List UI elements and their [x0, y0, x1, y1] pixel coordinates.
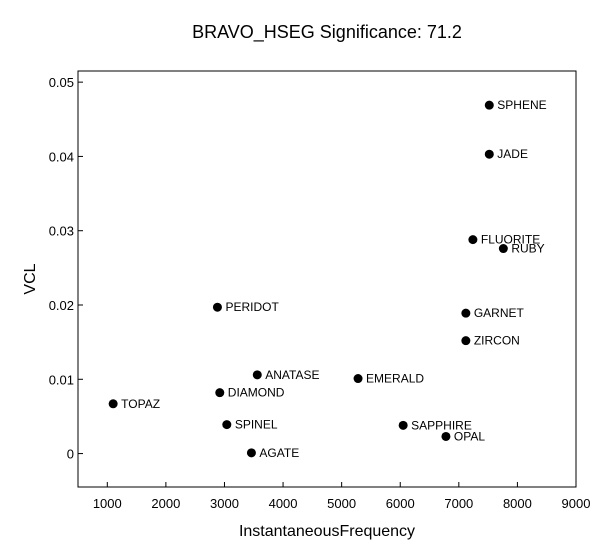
data-point: [398, 420, 408, 430]
plot-frame: [77, 70, 577, 488]
point-label: FLUORITE: [481, 233, 540, 247]
x-axis: 1000 2000 3000 4000 5000 6000 7000 8000 9000: [93, 482, 591, 511]
point-label: TOPAZ: [121, 397, 160, 411]
y-tick-label: 0.02: [49, 298, 74, 313]
x-axis-label: InstantaneousFrequency: [239, 523, 415, 540]
point-label: RUBY: [511, 242, 544, 256]
point-label: AGATE: [259, 446, 299, 460]
data-point: [498, 244, 508, 254]
point-label: PERIDOT: [225, 300, 279, 314]
point-label: EMERALD: [366, 372, 424, 386]
chart-title: BRAVO_HSEG Significance: 71.2: [192, 22, 462, 43]
data-point: [484, 149, 494, 159]
point-label: DIAMOND: [228, 386, 285, 400]
data-point: [246, 448, 256, 458]
point-label: SPINEL: [235, 418, 278, 432]
point-label: SAPPHIRE: [411, 418, 472, 432]
point-label: SPHENE: [497, 98, 546, 112]
x-tick-label: 5000: [327, 496, 356, 511]
y-tick-label: 0: [67, 447, 74, 462]
y-axis: 0 0.01 0.02 0.03 0.04 0.05: [49, 75, 83, 462]
y-tick-label: 0.01: [49, 372, 74, 387]
data-point: [252, 370, 262, 380]
data-point: [212, 302, 222, 312]
x-tick-label: 8000: [503, 496, 532, 511]
point-label: GARNET: [474, 306, 525, 320]
data-point: [215, 388, 225, 398]
x-tick-label: 9000: [562, 496, 591, 511]
y-axis-label: VCL: [22, 263, 39, 294]
x-tick-label: 2000: [151, 496, 180, 511]
point-label: ZIRCON: [474, 334, 520, 348]
data-point: [353, 374, 363, 384]
x-tick-label: 6000: [386, 496, 415, 511]
y-tick-label: 0.04: [49, 149, 74, 164]
data-point: [468, 235, 478, 245]
data-point: [461, 308, 471, 318]
point-label: OPAL: [454, 429, 485, 443]
x-tick-label: 7000: [444, 496, 473, 511]
y-tick-label: 0.03: [49, 224, 74, 239]
data-point: [222, 420, 232, 430]
x-tick-label: 4000: [269, 496, 298, 511]
point-label: JADE: [497, 147, 528, 161]
point-label: ANATASE: [265, 368, 319, 382]
y-tick-label: 0.05: [49, 75, 74, 90]
data-point: [461, 336, 471, 346]
x-tick-label: 1000: [93, 496, 122, 511]
data-point: [484, 100, 494, 110]
x-tick-label: 3000: [210, 496, 239, 511]
data-point: [108, 399, 118, 409]
data-point: [441, 431, 451, 441]
